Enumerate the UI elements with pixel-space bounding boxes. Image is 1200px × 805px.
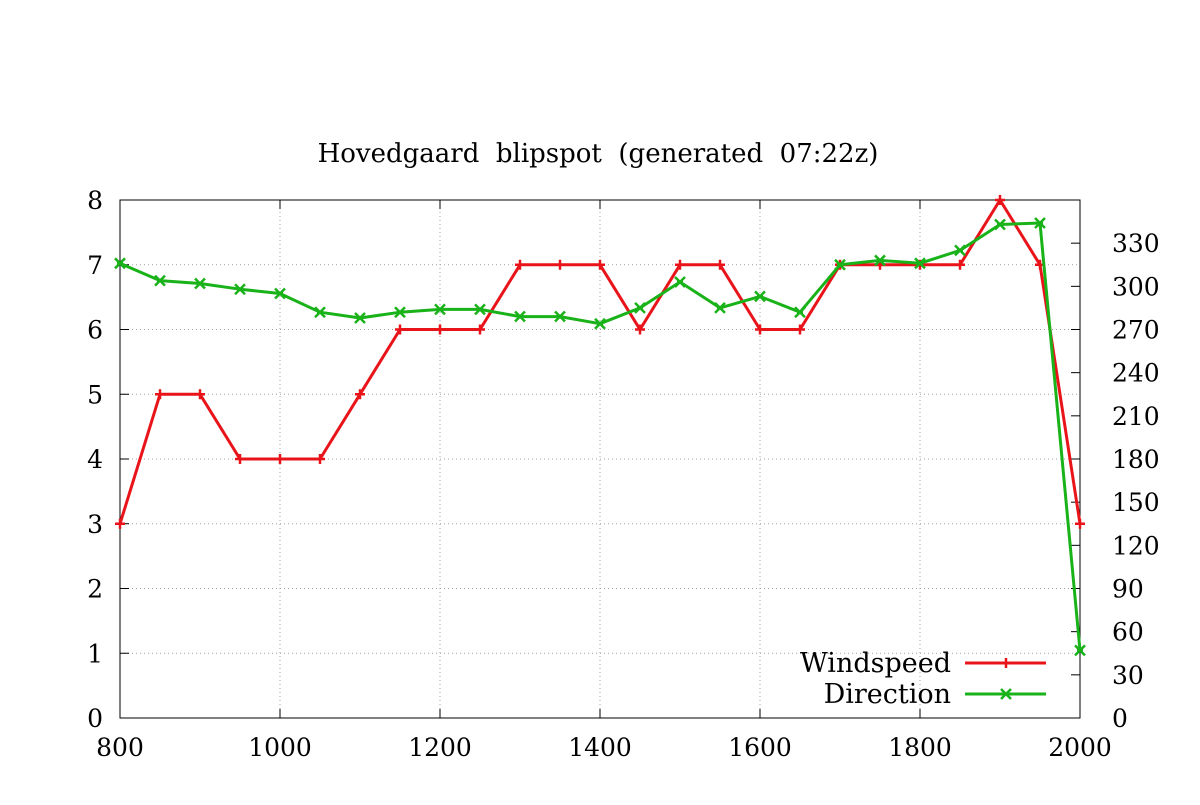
direction-point — [594, 317, 606, 330]
windspeed-point — [235, 454, 245, 464]
x-tick-label: 1400 — [568, 733, 632, 762]
y-tick-label: 2 — [87, 575, 103, 604]
windspeed-point — [1001, 658, 1011, 668]
windspeed-point — [275, 454, 285, 464]
windspeed-point — [955, 259, 965, 270]
y-tick-label: 7 — [87, 251, 103, 280]
direction-point — [794, 306, 806, 319]
direction-point — [434, 303, 446, 316]
x-tick-label: 2000 — [1048, 733, 1112, 762]
windspeed-point — [155, 389, 165, 400]
windspeed-point — [635, 324, 645, 335]
direction-point — [194, 277, 206, 290]
direction-point — [274, 287, 286, 300]
windspeed-point — [715, 259, 725, 270]
direction-point — [234, 283, 246, 296]
direction-point — [674, 276, 686, 288]
direction-point — [714, 302, 726, 314]
chart-title: Hovedgaard blipspot (generated 07:22z) — [318, 139, 879, 169]
windspeed-point — [795, 324, 805, 335]
y2-tick-label: 300 — [1112, 272, 1160, 301]
windspeed-point — [515, 259, 525, 270]
y2-tick-label: 150 — [1112, 488, 1160, 517]
y-tick-label: 8 — [87, 186, 103, 215]
direction-point — [394, 306, 406, 319]
direction-point — [1000, 688, 1012, 700]
direction-point — [514, 310, 526, 323]
legend-label-windspeed: Windspeed — [800, 648, 951, 679]
direction-point — [754, 290, 766, 303]
windspeed-point — [355, 389, 365, 400]
direction-point — [994, 218, 1006, 231]
direction-point — [634, 302, 646, 314]
series-group — [114, 195, 1086, 657]
direction-point — [874, 254, 886, 267]
windspeed-point — [595, 259, 605, 270]
legend-label-direction: Direction — [824, 679, 951, 710]
x-tick-label: 1200 — [408, 733, 472, 762]
windspeed-point — [755, 324, 765, 335]
y2-tick-label: 270 — [1112, 316, 1160, 345]
direction-point — [1034, 217, 1046, 229]
x-tick-label: 1800 — [888, 733, 952, 762]
y2-tick-label: 330 — [1112, 229, 1160, 258]
x-tick-label: 1000 — [248, 733, 312, 762]
windspeed-point — [675, 259, 685, 270]
windspeed-point — [475, 324, 485, 335]
windspeed-series — [115, 195, 1085, 529]
direction-point — [154, 274, 166, 287]
windspeed-point — [555, 259, 565, 270]
y2-tick-label: 90 — [1112, 575, 1144, 604]
y2-tick-label: 30 — [1112, 661, 1144, 690]
windspeed-point — [195, 389, 205, 400]
y2-tick-label: 210 — [1112, 402, 1160, 431]
y-tick-label: 4 — [87, 445, 103, 474]
y-tick-label: 5 — [87, 380, 103, 409]
windspeed-point — [115, 518, 125, 529]
y-tick-label: 6 — [87, 316, 103, 345]
direction-point — [474, 303, 486, 316]
direction-point — [354, 312, 366, 324]
y2-tick-label: 0 — [1112, 704, 1128, 733]
axis-ticks: 800 1000 1200 1400 1600 1800 20000123456780306… — [87, 186, 1160, 762]
windspeed-point — [435, 324, 445, 335]
x-tick-label: 1600 — [728, 733, 792, 762]
direction-point — [834, 258, 846, 271]
y2-tick-label: 120 — [1112, 531, 1160, 560]
y-tick-label: 1 — [87, 639, 103, 668]
windspeed-point — [995, 195, 1005, 205]
windspeed-point — [395, 324, 405, 335]
windspeed-point — [1075, 518, 1085, 529]
windspeed-point — [315, 454, 325, 464]
direction-point — [914, 257, 926, 270]
y2-tick-label: 180 — [1112, 445, 1160, 474]
y-tick-label: 3 — [87, 510, 103, 539]
x-tick-label: 800 — [96, 733, 144, 762]
direction-point — [554, 310, 566, 323]
y-tick-label: 0 — [87, 704, 103, 733]
direction-series — [114, 217, 1086, 657]
y2-tick-label: 60 — [1112, 618, 1144, 647]
direction-point — [1074, 644, 1086, 657]
direction-point — [114, 257, 126, 270]
direction-point — [314, 306, 326, 319]
direction-point — [954, 244, 966, 257]
y2-tick-label: 240 — [1112, 359, 1160, 388]
